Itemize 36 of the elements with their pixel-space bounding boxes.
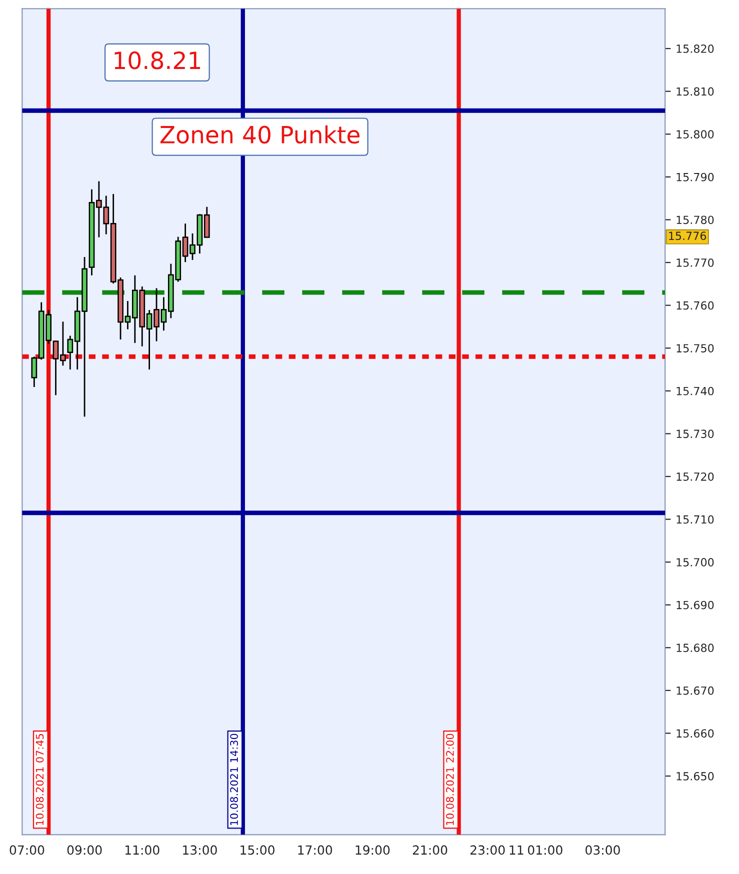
x-tick-label: 01:00: [528, 845, 562, 855]
y-tick-label: 15.770: [676, 258, 714, 267]
y-tick-label: 15.720: [676, 472, 714, 481]
y-tick-label: 15.760: [676, 301, 714, 310]
annotation: 10.8.21: [114, 51, 200, 70]
y-tick-label: 15.800: [676, 130, 714, 139]
y-tick-label: 15.680: [676, 644, 714, 652]
x-tick-label: 15:00: [240, 845, 274, 855]
annotation: 15.776: [669, 232, 706, 240]
y-tick-label: 15.710: [676, 515, 714, 524]
ref-line-label: 10.08.2021 14:30: [230, 734, 238, 825]
y-tick-label: 15.690: [676, 600, 714, 610]
x-tick-label: 21:00: [412, 845, 448, 855]
y-tick-label: 15.650: [676, 772, 714, 780]
y-tick-label: 15.670: [676, 686, 714, 695]
x-tick-label: 19:00: [356, 845, 390, 855]
y-tick-label: 15.820: [676, 44, 714, 53]
y-tick-label: 15.700: [676, 558, 714, 566]
ref-line-label: 10.08.2021 07:45: [36, 734, 44, 825]
x-tick-label: 11: [510, 845, 524, 855]
y-tick-label: 15.780: [676, 216, 714, 224]
y-tick-label: 15.790: [676, 172, 714, 182]
y-tick-label: 15.810: [676, 87, 714, 96]
x-tick-label: 03:00: [586, 845, 620, 855]
x-tick-label: 13:00: [183, 845, 217, 855]
y-tick-label: 15.730: [676, 430, 714, 438]
ref-line-label: 10.08.2021 22:00: [446, 734, 454, 825]
x-tick-label: 09:00: [67, 845, 102, 855]
x-tick-label: 07:00: [10, 845, 44, 855]
y-tick-label: 15.660: [676, 729, 714, 738]
y-tick-label: 15.750: [676, 344, 714, 352]
x-tick-label: 23:00: [470, 845, 505, 855]
y-tick-label: 15.740: [676, 386, 714, 396]
annotation: Zonen 40 Punkte: [160, 125, 360, 144]
x-tick-label: 11:00: [125, 845, 160, 855]
x-tick-label: 17:00: [298, 845, 332, 855]
